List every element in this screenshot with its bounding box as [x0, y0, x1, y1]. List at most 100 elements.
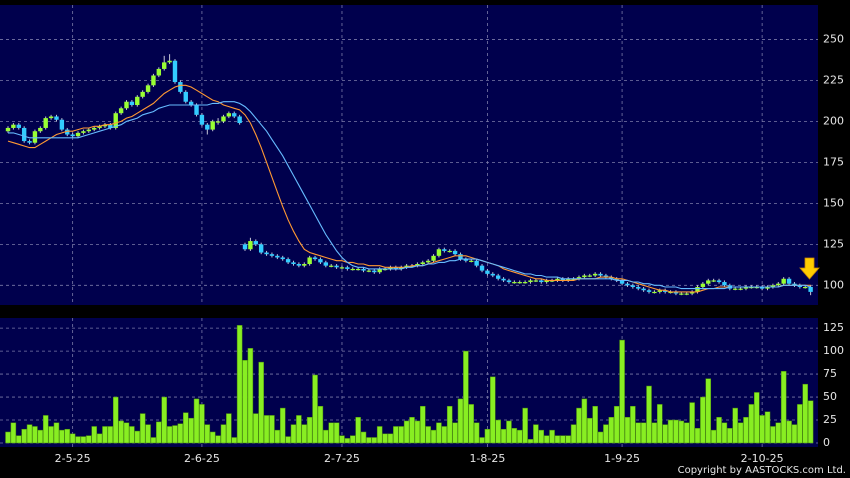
x-tick-label: 2-7-25 [324, 452, 360, 465]
candle-body [662, 290, 668, 292]
volume-bar [102, 426, 108, 444]
candle-body [689, 291, 695, 294]
volume-bar [430, 429, 437, 444]
volume-bar [323, 429, 329, 444]
candle-body [285, 259, 291, 263]
volume-bar [463, 350, 469, 444]
volume-bar [786, 420, 792, 444]
candle-body [312, 257, 318, 260]
candle-body [404, 265, 409, 268]
y-tick-label: 125 [823, 321, 844, 334]
volume-bar [371, 437, 378, 444]
volume-bar [759, 415, 765, 444]
candle-body [641, 288, 646, 291]
volume-bar [21, 428, 27, 444]
candle-body [469, 260, 474, 262]
candle-body [442, 249, 447, 251]
volume-bar [700, 396, 706, 444]
candle-body [571, 278, 576, 280]
candle-body [27, 141, 32, 143]
candle-body [603, 275, 609, 278]
volume-bar [409, 417, 415, 444]
volume-bar [678, 420, 685, 444]
candle-body [145, 85, 151, 92]
volume-bar [673, 419, 679, 444]
candle-body [280, 257, 285, 260]
volume-bar [420, 405, 426, 444]
candle-body [221, 116, 226, 122]
candle-body [749, 286, 754, 289]
candle-body [679, 293, 684, 295]
volume-bar [269, 415, 275, 444]
volume-bar [506, 420, 512, 444]
volume-bar [382, 433, 388, 444]
candle-body [399, 267, 404, 269]
volume-bar [516, 429, 523, 444]
x-tick-label: 1-9-25 [604, 452, 640, 465]
volume-bar [339, 435, 345, 444]
candle-body [54, 116, 59, 120]
candle-body [479, 265, 485, 271]
candle-body [258, 244, 264, 253]
candle-body [296, 264, 302, 266]
candle-body [759, 286, 765, 289]
candle-body [232, 113, 237, 117]
candle-body [156, 68, 162, 76]
candle-body [808, 286, 813, 292]
volume-bar [570, 424, 577, 444]
candle-body [549, 280, 555, 282]
volume-bar [683, 422, 690, 444]
marker-arrow [799, 257, 820, 280]
volume-bar [118, 420, 124, 444]
volume-bar [549, 429, 555, 444]
y-tick-label: 0 [823, 436, 830, 449]
volume-bar [694, 428, 701, 444]
volume-bar [716, 417, 722, 444]
copyright: Copyright by AASTOCKS.com Ltd. [678, 465, 846, 476]
moving-average-line [8, 101, 811, 290]
volume-bar [533, 424, 539, 444]
candle-body [598, 273, 603, 276]
volume-bar [479, 437, 485, 444]
volume-bar [500, 428, 507, 444]
volume-bar [393, 426, 399, 444]
volume-bar [215, 435, 221, 444]
candle-body [70, 134, 75, 137]
candle-body [528, 280, 533, 283]
volume-bar [560, 435, 566, 444]
candle-body [334, 265, 339, 268]
candle-body [576, 277, 582, 279]
candle-body [91, 127, 97, 130]
y-tick-label: 75 [823, 367, 837, 380]
candle-body [81, 131, 86, 133]
candle-body [711, 280, 716, 282]
volume-bar [129, 426, 135, 444]
candle-body [495, 275, 501, 279]
y-tick-label: 200 [823, 114, 844, 127]
y-tick-label: 175 [823, 155, 844, 168]
volume-bar [802, 383, 808, 444]
candle-body [329, 265, 334, 267]
candle-body [16, 124, 21, 128]
candle-body [275, 255, 280, 258]
volume-bar [797, 404, 803, 444]
volume-bar [619, 339, 625, 444]
candle-body [452, 250, 458, 255]
candle-body [302, 264, 307, 266]
volume-bar [780, 371, 787, 444]
volume-bar [285, 436, 291, 444]
candle-body [738, 288, 743, 290]
candle-body [167, 60, 172, 63]
volume-bar [64, 428, 71, 444]
volume-bar [710, 429, 717, 444]
candle-body [743, 286, 749, 289]
candle-body [59, 119, 65, 130]
volume-bar [527, 439, 534, 444]
candle-body [345, 267, 350, 269]
volume-bar [80, 436, 87, 444]
volume-bar [484, 428, 491, 444]
volume-bar [199, 404, 205, 444]
candle-body [113, 113, 118, 128]
candle-body [587, 275, 592, 277]
